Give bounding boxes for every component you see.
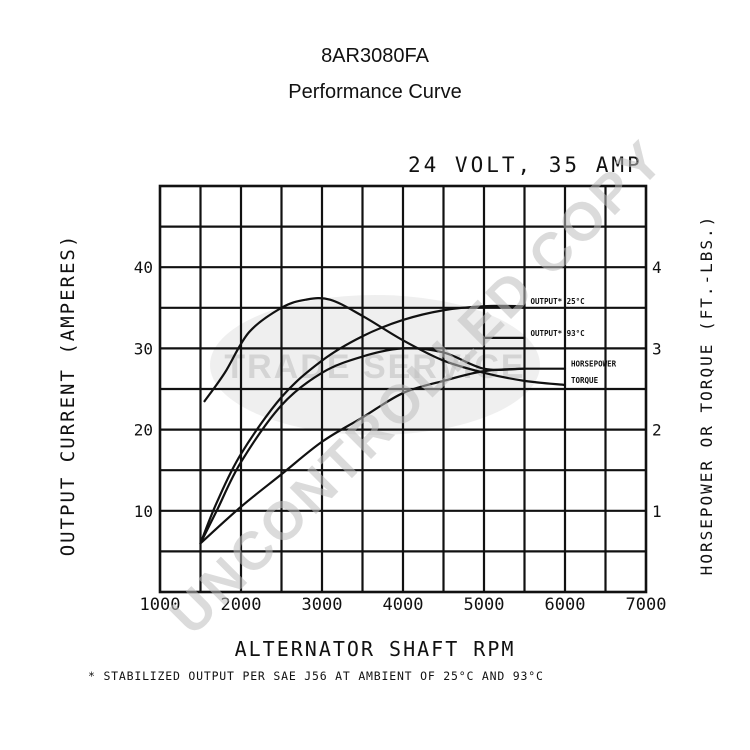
y2-tick-label: 4 [652, 258, 662, 277]
y2-tick-label: 1 [652, 502, 662, 521]
series-label-horsepower: HORSEPOWER [571, 360, 617, 369]
series-label-torque: TORQUE [571, 376, 599, 385]
x-axis-ticks: 1000 2000 3000 4000 5000 6000 7000 [140, 595, 667, 615]
footnote: * STABILIZED OUTPUT PER SAE J56 AT AMBIE… [88, 669, 544, 683]
chart-subtitle: Performance Curve [288, 81, 461, 103]
y2-axis-label: HORSEPOWER OR TORQUE (FT.-LBS.) [697, 215, 716, 576]
y2-tick-label: 3 [652, 339, 662, 358]
legend-labels: OUTPUT* 25°C OUTPUT* 93°C HORSEPOWER TORQUE [531, 297, 617, 385]
x-tick-label: 6000 [545, 595, 586, 615]
y-tick-label: 40 [134, 258, 153, 277]
series-layer [199, 297, 567, 545]
x-tick-label: 1000 [140, 595, 181, 615]
y-tick-label: 30 [134, 339, 153, 358]
plot-frame [158, 184, 648, 594]
chart-grid [160, 186, 646, 592]
series-label-output-25-c: OUTPUT* 25°C [531, 297, 585, 306]
watermark-oval [210, 295, 540, 435]
x-tick-label: 3000 [302, 595, 343, 615]
x-tick-label: 5000 [464, 595, 505, 615]
series-line-torque [203, 297, 567, 403]
series-line-unnamed [199, 367, 526, 545]
y-axis-ticks: 10 20 30 40 [134, 258, 153, 521]
series-label-output-93-c: OUTPUT* 93°C [531, 329, 585, 338]
y2-tick-label: 2 [652, 421, 662, 440]
series-line-output-25-c [199, 304, 526, 545]
chart-title: 24 VOLT, 35 AMP [408, 153, 643, 177]
x-tick-label: 2000 [221, 595, 262, 615]
y-tick-label: 20 [134, 421, 153, 440]
y-tick-label: 10 [134, 502, 153, 521]
y2-axis-ticks: 1 2 3 4 [652, 258, 662, 521]
model-title: 8AR3080FA [321, 45, 430, 67]
x-tick-label: 7000 [626, 595, 667, 615]
x-tick-label: 4000 [383, 595, 424, 615]
x-axis-label: ALTERNATOR SHAFT RPM [235, 637, 516, 661]
y-axis-label: OUTPUT CURRENT (AMPERES) [57, 234, 79, 557]
